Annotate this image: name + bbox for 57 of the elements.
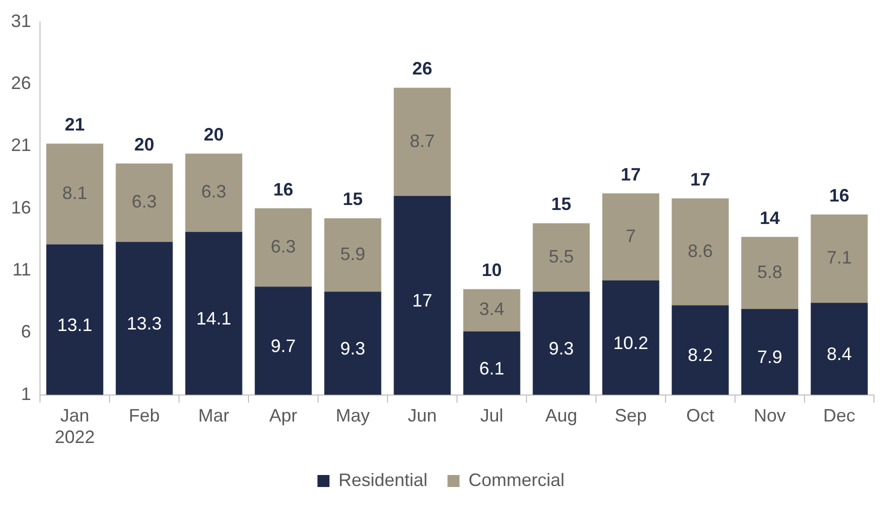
total-label: 10 xyxy=(482,260,502,280)
x-tick-label: Oct xyxy=(686,406,714,426)
x-tick-label: Aug xyxy=(545,406,578,426)
data-label: 8.6 xyxy=(688,240,713,261)
total-label: 15 xyxy=(551,194,572,214)
x-tick-label: Jun xyxy=(408,406,437,426)
x-tick-label: Feb xyxy=(128,406,160,426)
total-label: 26 xyxy=(412,58,432,79)
data-label: 6.3 xyxy=(132,192,157,212)
total-label: 20 xyxy=(204,124,224,145)
y-tick-label: 21 xyxy=(10,135,32,156)
data-label: 8.4 xyxy=(826,344,852,364)
data-label: 7 xyxy=(626,226,636,246)
total-label: 21 xyxy=(64,114,85,135)
total-label: 14 xyxy=(760,208,780,228)
x-tick-label: Jul xyxy=(480,406,504,426)
data-label: 5.5 xyxy=(548,246,574,266)
y-tick-label: 11 xyxy=(12,259,32,280)
data-label: 3.4 xyxy=(479,299,504,320)
x-tick-label: Nov xyxy=(754,406,786,426)
data-label: 7.1 xyxy=(826,248,852,268)
data-label: 10.2 xyxy=(613,332,648,353)
data-label: 6.3 xyxy=(201,182,226,202)
total-label: 15 xyxy=(342,189,363,210)
data-label: 8.2 xyxy=(688,345,713,366)
x-tick-label: Dec xyxy=(823,406,856,426)
data-label: 13.1 xyxy=(57,314,92,335)
data-label: 13.3 xyxy=(126,314,162,334)
total-label: 20 xyxy=(134,134,154,155)
total-label: 17 xyxy=(690,169,710,190)
x-tick-label: Mar xyxy=(198,406,230,426)
data-label: 6.1 xyxy=(479,358,504,378)
data-label: 17 xyxy=(412,290,432,311)
total-label: 16 xyxy=(273,179,294,200)
legend-label: Commercial xyxy=(468,470,565,490)
data-label: 9.3 xyxy=(548,338,574,358)
y-tick-label: 6 xyxy=(21,322,32,342)
y-tick-label: 31 xyxy=(10,10,32,31)
y-tick-label: 1 xyxy=(21,384,32,404)
data-label: 14.1 xyxy=(196,308,232,329)
data-label: 5.8 xyxy=(757,262,782,282)
data-label: 6.3 xyxy=(270,236,296,256)
x-tick-label: Apr xyxy=(269,406,298,426)
data-label: 7.9 xyxy=(757,347,782,368)
x-tick-label: Jan 2022 xyxy=(54,406,95,448)
data-label: 8.7 xyxy=(410,130,435,151)
x-tick-label: May xyxy=(336,406,370,426)
y-tick-label: 16 xyxy=(10,197,32,218)
x-tick-label: Sep xyxy=(614,406,647,426)
data-label: 8.1 xyxy=(62,182,88,203)
data-label: 5.9 xyxy=(340,244,366,264)
y-tick-label: 26 xyxy=(10,72,32,93)
total-label: 16 xyxy=(829,185,850,206)
data-label: 9.3 xyxy=(340,338,366,358)
data-label: 9.7 xyxy=(270,336,296,356)
legend-label: Residential xyxy=(338,470,428,490)
total-label: 17 xyxy=(620,164,641,184)
